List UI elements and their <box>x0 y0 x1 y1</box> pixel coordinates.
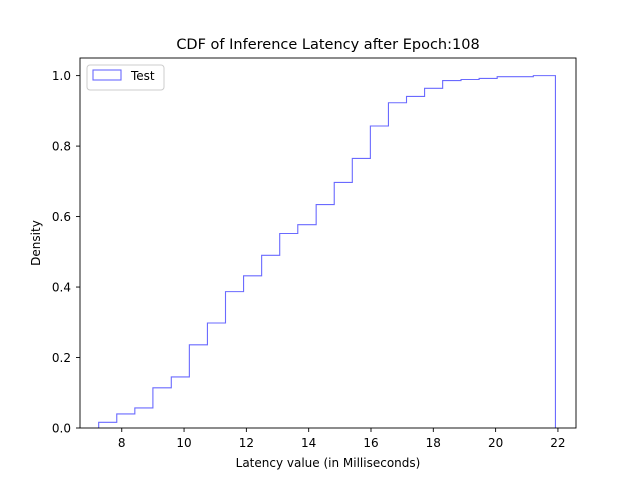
x-axis: 8 10 12 14 16 18 20 22 <box>118 428 566 450</box>
x-tick-label: 14 <box>301 436 316 450</box>
series-test-step-line <box>98 75 556 428</box>
legend-swatch-test <box>92 69 122 81</box>
y-tick-label: 0.6 <box>52 210 71 224</box>
y-tick-label: 0.2 <box>52 351 71 365</box>
legend-box <box>86 64 165 91</box>
x-tick-label: 10 <box>176 436 191 450</box>
x-tick-label: 18 <box>426 436 441 450</box>
y-tick-label: 0.8 <box>52 140 71 154</box>
x-tick-label: 22 <box>550 436 565 450</box>
y-tick-label: 0.4 <box>52 281 71 295</box>
y-tick-label: 0.0 <box>52 422 71 436</box>
x-tick-label: 8 <box>118 436 126 450</box>
y-tick-label: 1.0 <box>52 69 71 83</box>
axes-frame <box>79 57 577 429</box>
y-axis: 0.0 0.2 0.4 0.6 0.8 1.0 <box>52 69 80 436</box>
plot-area <box>98 75 556 428</box>
legend-label-test: Test <box>130 69 155 83</box>
chart-title: CDF of Inference Latency after Epoch:108 <box>176 37 479 53</box>
x-tick-label: 16 <box>363 436 378 450</box>
y-axis-label: Density <box>29 220 43 266</box>
x-tick-label: 12 <box>239 436 254 450</box>
x-tick-label: 20 <box>488 436 503 450</box>
x-axis-label: Latency value (in Milliseconds) <box>236 456 421 470</box>
legend: Test <box>86 64 165 91</box>
